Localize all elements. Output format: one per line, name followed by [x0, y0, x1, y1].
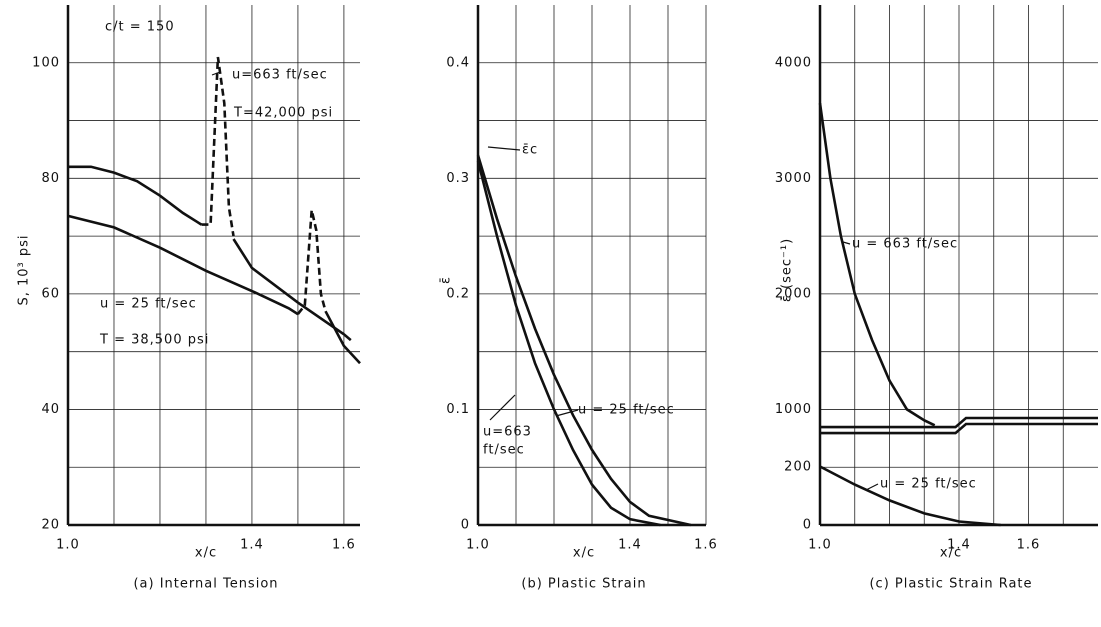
- annotation: c/t = 150: [105, 20, 175, 35]
- y-tick-label: 1000: [775, 402, 812, 417]
- leader: [489, 394, 516, 421]
- x-tick-label: 1.4: [947, 538, 971, 553]
- leader: [842, 241, 851, 245]
- annotation: T = 38,500 psi: [99, 333, 209, 348]
- x-tick-label: 1.0: [466, 538, 490, 553]
- y-tick-label: 60: [41, 286, 60, 301]
- caption: (c) Plastic Strain Rate: [869, 577, 1032, 592]
- x-tick-label: 1.6: [1017, 538, 1041, 553]
- y-tick-label: 2000: [775, 286, 812, 301]
- line-series: [324, 310, 361, 365]
- line-series: [819, 465, 1001, 527]
- y-tick-label: 20: [41, 518, 60, 533]
- y-tick-label: 0.1: [446, 402, 470, 417]
- line-series: [67, 214, 299, 316]
- line-series: [232, 238, 352, 342]
- leader: [555, 409, 579, 417]
- y-tick-label: 200: [784, 460, 812, 475]
- caption: (a) Internal Tension: [133, 577, 278, 592]
- line-series: [818, 103, 936, 427]
- y-axis-label: ε̄̇ (sec⁻¹): [780, 238, 795, 302]
- y-axis-label: ε̄: [439, 276, 454, 284]
- line-series: [476, 160, 661, 527]
- line-series: [201, 56, 235, 237]
- annotation: u = 25 ft/sec: [100, 297, 197, 312]
- y-tick-label: 0: [803, 518, 812, 533]
- annotation: u = 25 ft/sec: [578, 403, 675, 418]
- line-series: [296, 209, 327, 315]
- line-series: [68, 165, 203, 226]
- y-axis-label: S, 10³ psi: [17, 234, 32, 305]
- x-tick-label: 1.4: [240, 538, 264, 553]
- line-series: [476, 154, 692, 527]
- leader: [865, 483, 879, 491]
- y-tick-label: 40: [41, 402, 60, 417]
- y-tick-label: 0.4: [446, 55, 470, 70]
- x-tick-label: 1.4: [618, 538, 642, 553]
- x-tick-label: 1.6: [694, 538, 718, 553]
- caption: (b) Plastic Strain: [521, 577, 646, 592]
- annotation: ε̄c: [522, 143, 538, 158]
- annotation: T=42,000 psi: [233, 106, 333, 121]
- annotation: u=663: [483, 425, 532, 440]
- y-tick-label: 0.3: [446, 171, 470, 186]
- y-tick-label: 100: [32, 55, 60, 70]
- y-tick-label: 4000: [775, 55, 812, 70]
- x-tick-label: 1.0: [808, 538, 832, 553]
- x-tick-label: 1.6: [332, 538, 356, 553]
- y-tick-label: 3000: [775, 171, 812, 186]
- y-tick-label: 0: [461, 518, 470, 533]
- x-axis-label: x/c: [573, 546, 595, 561]
- annotation: ft/sec: [483, 443, 525, 458]
- x-axis-label: x/c: [940, 546, 962, 561]
- annotation: u=663 ft/sec: [232, 68, 328, 83]
- annotation: u = 663 ft/sec: [852, 237, 958, 252]
- leader: [487, 146, 521, 151]
- x-tick-label: 1.0: [56, 538, 80, 553]
- annotation: u = 25 ft/sec: [880, 477, 977, 492]
- x-axis-label: x/c: [195, 546, 217, 561]
- y-tick-label: 80: [41, 171, 60, 186]
- line-series: [820, 416, 1098, 429]
- line-series: [820, 422, 1098, 435]
- y-tick-label: 0.2: [446, 286, 470, 301]
